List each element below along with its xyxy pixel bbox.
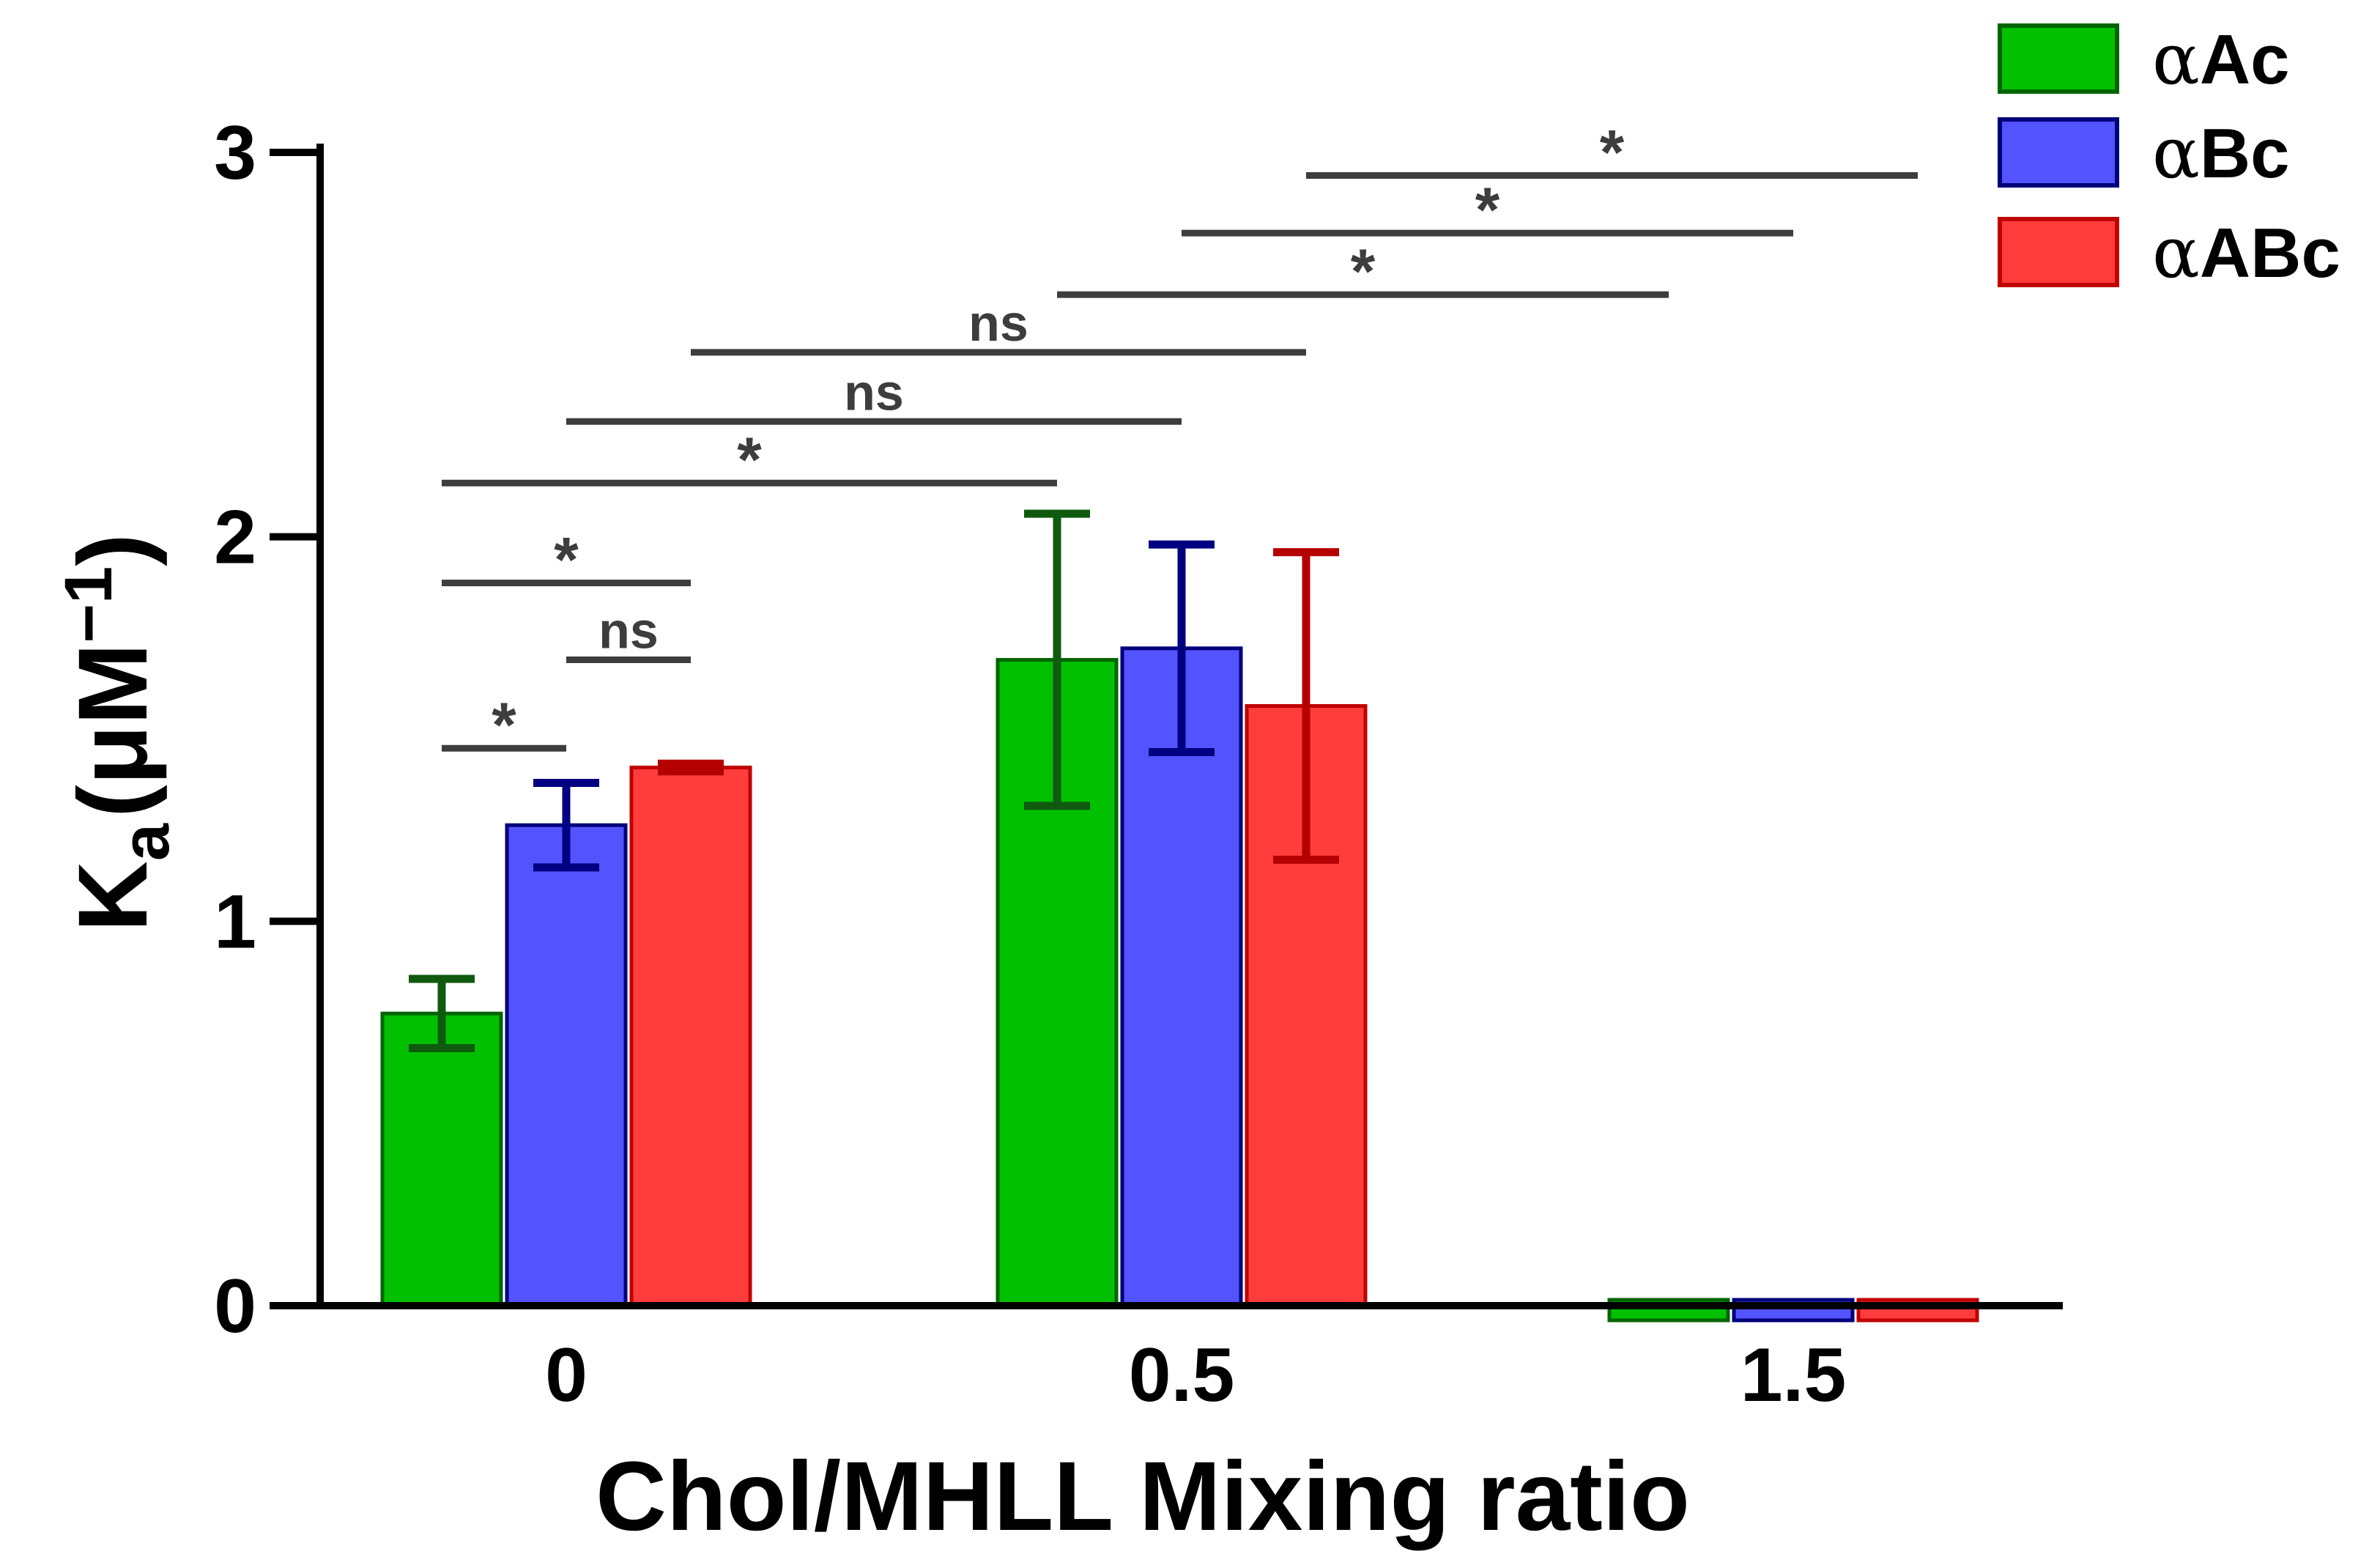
legend-swatch bbox=[1998, 23, 2119, 94]
legend-label: αAc bbox=[2152, 18, 2290, 100]
axes bbox=[270, 144, 2063, 1309]
significance-bracket: ns bbox=[691, 295, 1306, 356]
bar-bc-0 bbox=[505, 823, 628, 1308]
significance-bracket: * bbox=[442, 425, 1057, 495]
y-ticks: 0 1 2 3 bbox=[214, 111, 320, 1349]
significance-label: * bbox=[1351, 237, 1376, 307]
legend: αAc αBc αABc bbox=[1998, 18, 2340, 294]
svg-text:Ka(μM−1): Ka (μM−1) bbox=[51, 533, 183, 932]
significance-label: ns bbox=[968, 295, 1028, 352]
y-axis-title-units: (μM bbox=[59, 643, 168, 818]
significance-label: ns bbox=[844, 363, 904, 421]
error-bar-bc-0-5 bbox=[1149, 540, 1215, 756]
error-bar-abc-0-5 bbox=[1273, 548, 1339, 864]
y-axis-title-superscript: −1 bbox=[51, 566, 126, 643]
significance-bracket: ns bbox=[566, 363, 1182, 425]
legend-swatch bbox=[1998, 117, 2119, 188]
significance-bracket: ns bbox=[566, 602, 691, 664]
x-tick-label: 0 bbox=[545, 1333, 587, 1418]
error-bars-layer bbox=[409, 509, 1339, 1052]
x-tick-label: 0.5 bbox=[1129, 1333, 1235, 1418]
significance-label: * bbox=[1475, 175, 1500, 245]
significance-bracket: * bbox=[1306, 117, 1918, 188]
error-bar-ac-0-5 bbox=[1024, 509, 1090, 810]
significance-bracket: * bbox=[1182, 175, 1793, 245]
y-tick-label: 1 bbox=[214, 879, 256, 964]
legend-label: αBc bbox=[2152, 112, 2290, 194]
y-tick-label: 3 bbox=[214, 111, 256, 196]
error-bar-abc-0 bbox=[658, 759, 724, 776]
bar-ac-0 bbox=[380, 1011, 503, 1308]
y-axis-title-subscript: a bbox=[108, 823, 183, 861]
x-tick-label: 1.5 bbox=[1740, 1333, 1847, 1418]
y-tick-label: 0 bbox=[214, 1264, 256, 1349]
x-axis-title: Chol/MHLL Mixing ratio bbox=[596, 1442, 1690, 1551]
legend-item-bc: αBc bbox=[1998, 112, 2290, 194]
significance-label: * bbox=[1600, 117, 1625, 188]
x-ticks: 0 0.5 1.5 bbox=[545, 1333, 1846, 1418]
significance-label: * bbox=[554, 525, 579, 596]
y-axis-title-close: ) bbox=[59, 533, 168, 566]
legend-item-ac: αAc bbox=[1998, 18, 2290, 100]
significance-label: * bbox=[492, 690, 516, 761]
y-tick-label: 2 bbox=[214, 495, 256, 580]
significance-bracket: * bbox=[442, 690, 566, 761]
bar-abc-0 bbox=[629, 765, 752, 1308]
legend-swatch bbox=[1998, 217, 2119, 287]
legend-item-abc: αABc bbox=[1998, 212, 2340, 294]
significance-bracket: * bbox=[1057, 237, 1669, 307]
y-axis-title-main: K bbox=[59, 861, 168, 932]
significance-label: * bbox=[737, 425, 762, 495]
significance-annotations: * ns * * ns ns * * * bbox=[442, 117, 1918, 761]
significance-label: ns bbox=[598, 602, 659, 659]
legend-label: αABc bbox=[2152, 212, 2340, 294]
error-bar-bc-0 bbox=[533, 778, 599, 872]
significance-bracket: * bbox=[442, 525, 691, 596]
error-bar-ac-0 bbox=[409, 974, 475, 1052]
y-axis-title: Ka (μM−1) bbox=[51, 533, 183, 932]
